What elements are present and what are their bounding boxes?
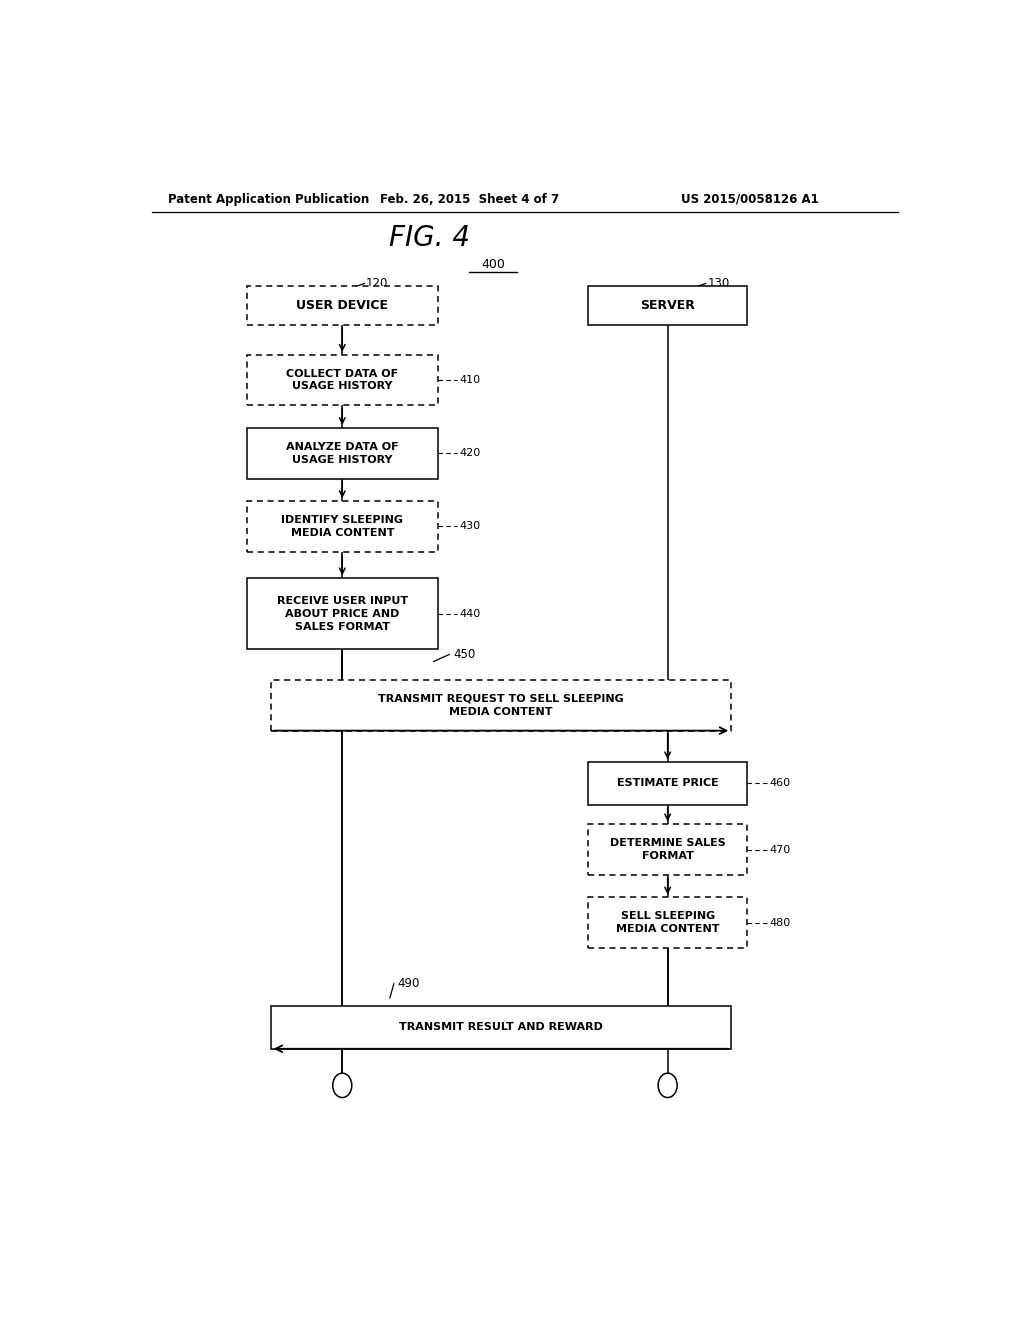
Text: USER DEVICE: USER DEVICE xyxy=(296,300,388,313)
Bar xyxy=(247,578,437,649)
Text: ESTIMATE PRICE: ESTIMATE PRICE xyxy=(616,779,719,788)
Text: FIG. 4: FIG. 4 xyxy=(389,223,470,252)
Bar xyxy=(588,762,748,805)
Text: IDENTIFY SLEEPING
MEDIA CONTENT: IDENTIFY SLEEPING MEDIA CONTENT xyxy=(282,515,403,537)
Text: SERVER: SERVER xyxy=(640,300,695,313)
Text: SELL SLEEPING
MEDIA CONTENT: SELL SLEEPING MEDIA CONTENT xyxy=(615,911,720,935)
Text: RECEIVE USER INPUT
ABOUT PRICE AND
SALES FORMAT: RECEIVE USER INPUT ABOUT PRICE AND SALES… xyxy=(276,595,408,631)
Text: ANALYZE DATA OF
USAGE HISTORY: ANALYZE DATA OF USAGE HISTORY xyxy=(286,442,398,465)
Bar xyxy=(271,680,731,731)
Text: 400: 400 xyxy=(481,257,505,271)
Bar xyxy=(247,428,437,479)
Text: 420: 420 xyxy=(460,449,481,458)
Circle shape xyxy=(658,1073,677,1097)
Bar xyxy=(588,898,748,948)
Text: 490: 490 xyxy=(397,977,420,990)
Text: Feb. 26, 2015  Sheet 4 of 7: Feb. 26, 2015 Sheet 4 of 7 xyxy=(380,193,559,206)
Text: 480: 480 xyxy=(769,917,791,928)
Text: 470: 470 xyxy=(769,845,791,854)
Text: 120: 120 xyxy=(367,277,388,290)
Text: 130: 130 xyxy=(708,277,729,290)
Text: 460: 460 xyxy=(769,779,791,788)
Text: US 2015/0058126 A1: US 2015/0058126 A1 xyxy=(681,193,818,206)
Text: Patent Application Publication: Patent Application Publication xyxy=(168,193,369,206)
Bar xyxy=(271,1006,731,1049)
Circle shape xyxy=(333,1073,352,1097)
Bar xyxy=(588,286,748,325)
Text: TRANSMIT RESULT AND REWARD: TRANSMIT RESULT AND REWARD xyxy=(399,1023,603,1032)
Text: COLLECT DATA OF
USAGE HISTORY: COLLECT DATA OF USAGE HISTORY xyxy=(287,368,398,391)
Bar xyxy=(247,355,437,405)
Text: 430: 430 xyxy=(460,521,481,532)
Text: DETERMINE SALES
FORMAT: DETERMINE SALES FORMAT xyxy=(609,838,726,861)
Bar xyxy=(247,286,437,325)
Bar xyxy=(588,824,748,875)
Text: 440: 440 xyxy=(460,609,481,619)
Text: 410: 410 xyxy=(460,375,481,385)
Bar xyxy=(247,500,437,552)
Text: TRANSMIT REQUEST TO SELL SLEEPING
MEDIA CONTENT: TRANSMIT REQUEST TO SELL SLEEPING MEDIA … xyxy=(378,694,624,717)
Text: 450: 450 xyxy=(454,648,475,661)
